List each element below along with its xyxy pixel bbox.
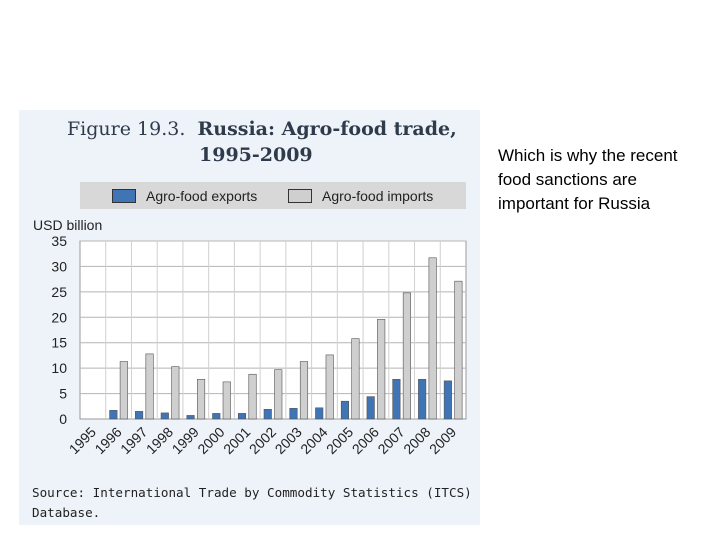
- bar-imports: [119, 361, 128, 420]
- y-tick-label: 0: [59, 411, 67, 427]
- x-tick-label: 2009: [426, 424, 459, 457]
- source-note: Source: International Trade by Commodity…: [32, 485, 472, 520]
- bar-imports: [454, 280, 463, 420]
- figure-title: Figure 19.3. Russia: Agro-food trade,: [67, 118, 457, 140]
- legend-item-exports: Agro-food exports: [112, 182, 257, 209]
- side-caption: Which is why the recent food sanctions a…: [498, 146, 678, 213]
- bar-imports: [402, 292, 411, 420]
- bar-exports: [418, 379, 427, 420]
- x-tick-label: 2007: [374, 424, 407, 457]
- bar-exports: [186, 415, 195, 420]
- bar-imports: [351, 338, 360, 420]
- bar-imports: [222, 381, 231, 420]
- bar-exports: [109, 410, 118, 420]
- bar-imports: [145, 353, 154, 420]
- bar-imports: [197, 379, 206, 420]
- legend-swatch-imports: [288, 188, 312, 203]
- figure-panel: Figure 19.3. Russia: Agro-food trade, 19…: [19, 110, 480, 525]
- bar-imports: [325, 354, 334, 420]
- x-tick-label: 2005: [323, 424, 356, 457]
- y-tick-label: 20: [51, 309, 67, 325]
- x-tick-label: 1998: [143, 424, 176, 457]
- y-axis-unit-label: USD billion: [33, 217, 103, 233]
- bar-chart: 0510152025303519951996199719981999200020…: [51, 233, 467, 457]
- x-tick-label: 2008: [400, 424, 433, 457]
- y-tick-label: 25: [51, 284, 67, 300]
- x-tick-label: 1997: [117, 424, 150, 457]
- x-tick-label: 2004: [297, 424, 330, 457]
- x-tick-label: 1999: [169, 424, 202, 457]
- bar-exports: [237, 413, 247, 420]
- y-tick-label: 15: [51, 335, 67, 351]
- figure-title-years: 1995-2009: [199, 144, 313, 166]
- bar-exports: [315, 407, 324, 420]
- bar-exports: [392, 379, 401, 420]
- y-tick-label: 35: [51, 233, 67, 249]
- bar-exports: [340, 400, 350, 420]
- y-tick-label: 5: [59, 386, 67, 402]
- x-tick-label: 1995: [66, 424, 99, 457]
- bar-exports: [263, 409, 272, 420]
- bar-exports: [135, 411, 144, 420]
- bar-imports: [428, 257, 437, 420]
- chart-legend: Agro-food exports Agro-food imports: [80, 182, 466, 209]
- x-tick-label: 2002: [246, 424, 279, 457]
- y-tick-label: 30: [51, 258, 67, 274]
- legend-swatch-exports: [112, 188, 136, 203]
- bar-exports: [160, 412, 169, 420]
- bar-imports: [171, 366, 180, 420]
- bar-exports: [366, 396, 375, 420]
- legend-item-imports: Agro-food imports: [288, 182, 433, 209]
- bar-imports: [274, 369, 283, 420]
- bar-imports: [299, 361, 309, 420]
- bar-exports: [212, 413, 221, 420]
- bar-imports: [248, 373, 257, 420]
- legend-label-exports: Agro-food exports: [146, 187, 258, 204]
- legend-label-imports: Agro-food imports: [322, 187, 434, 204]
- x-tick-label: 2003: [272, 424, 305, 457]
- figure-title-main: Russia: Agro-food trade,: [197, 118, 457, 140]
- y-tick-label: 10: [51, 360, 67, 376]
- x-tick-label: 2001: [220, 424, 253, 457]
- figure-number: Figure 19.3.: [67, 118, 186, 140]
- bar-exports: [443, 380, 452, 420]
- x-tick-label: 2006: [349, 424, 382, 457]
- x-tick-label: 1996: [91, 424, 124, 457]
- x-tick-label: 2000: [194, 424, 227, 457]
- bar-exports: [289, 408, 298, 420]
- bar-imports: [377, 319, 386, 420]
